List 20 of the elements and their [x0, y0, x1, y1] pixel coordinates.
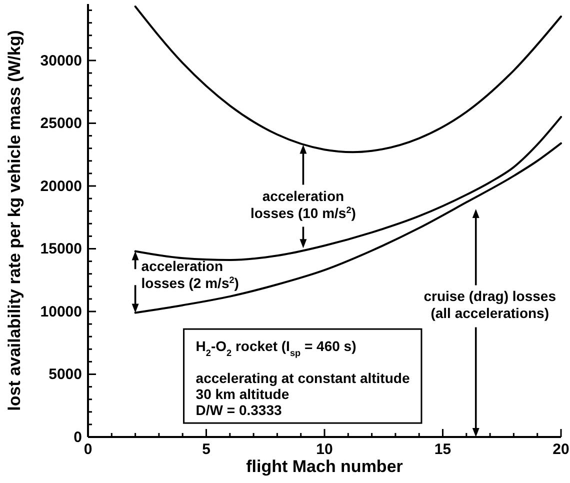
y-tick-label: 10000 — [40, 303, 82, 320]
x-tick-label: 5 — [202, 441, 210, 458]
annotation: accelerating at constant altitude 30 km altitude D/W = 0.3333 — [196, 370, 410, 418]
x-tick-label: 15 — [434, 441, 452, 458]
annotation: acceleration losses (10 m/s$^{2}$) — [250, 188, 356, 221]
annotation: acceleration losses (2 m/s$^{2}$) — [141, 258, 239, 292]
annotation: cruise (drag) losses (all accelerations) — [424, 288, 556, 322]
y-tick-label: 25000 — [40, 115, 82, 132]
x-tick-label: 0 — [84, 441, 92, 458]
annotation: H$_{2}$-O$_{2}$ rocket (I$_{sp}$ = 460 s) — [196, 338, 356, 358]
x-tick-label: 10 — [316, 441, 333, 458]
y-tick-label: 5000 — [48, 366, 82, 384]
x-axis-title: flight Mach number — [246, 457, 404, 476]
line-series — [134, 6, 562, 154]
y-tick-label: 30000 — [40, 52, 82, 70]
y-tick-label: 0 — [74, 429, 82, 446]
y-tick-label: 15000 — [40, 240, 82, 258]
y-axis-title: lost availability rate per kg vehicle mass (W/kg) — [5, 30, 24, 411]
x-tick-label: 20 — [552, 441, 570, 458]
y-tick-label: 20000 — [40, 178, 82, 195]
